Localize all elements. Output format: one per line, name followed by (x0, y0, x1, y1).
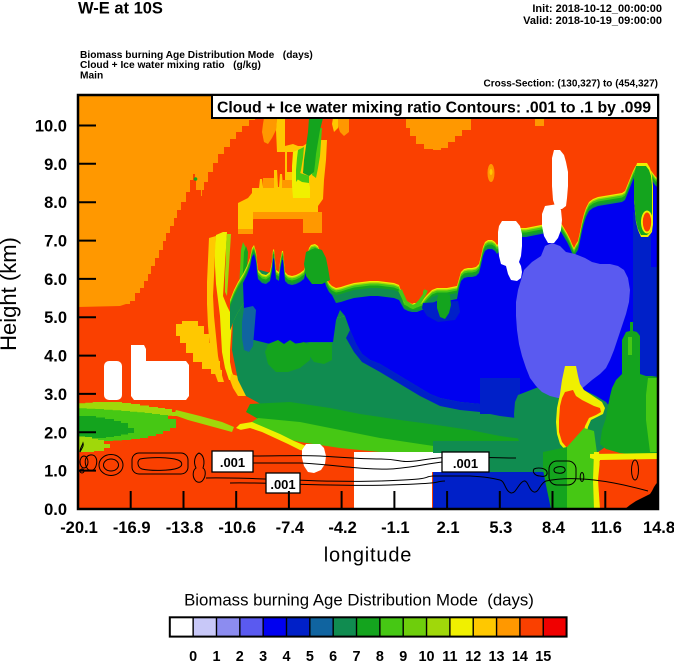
svg-text:Biomass burning Age Distributi: Biomass burning Age Distribution Mode (d… (184, 591, 534, 610)
svg-text:-20.1: -20.1 (60, 519, 98, 537)
svg-text:5: 5 (306, 649, 314, 665)
svg-text:15: 15 (535, 649, 551, 665)
svg-text:0.0: 0.0 (44, 501, 67, 519)
svg-text:11: 11 (442, 649, 457, 665)
svg-text:Init: 2018-10-12_00:00:00: Init: 2018-10-12_00:00:00 (532, 3, 662, 15)
svg-text:12: 12 (465, 649, 481, 665)
svg-text:.001: .001 (270, 477, 295, 492)
svg-text:7: 7 (353, 649, 361, 665)
svg-text:11.6: 11.6 (591, 519, 622, 537)
svg-text:8.4: 8.4 (542, 519, 566, 537)
svg-text:0: 0 (189, 649, 197, 665)
svg-text:4.0: 4.0 (44, 348, 67, 366)
svg-text:7.0: 7.0 (44, 233, 67, 251)
svg-text:6: 6 (329, 649, 337, 665)
svg-text:Biomass burning Age Distributi: Biomass burning Age Distribution Mode (d… (80, 50, 313, 61)
svg-text:2: 2 (236, 649, 244, 665)
svg-text:W-E at 10S: W-E at 10S (78, 0, 163, 18)
svg-text:14: 14 (512, 649, 528, 665)
svg-text:6.0: 6.0 (44, 271, 67, 289)
svg-text:-10.6: -10.6 (218, 519, 256, 537)
svg-text:Height (km): Height (km) (0, 237, 21, 351)
svg-text:-16.9: -16.9 (113, 519, 151, 537)
svg-text:Main: Main (80, 70, 103, 81)
svg-text:8: 8 (376, 649, 384, 665)
svg-text:1.0: 1.0 (44, 463, 67, 481)
svg-text:Cross-Section: (130,327) to (4: Cross-Section: (130,327) to (454,327) (483, 79, 658, 90)
svg-text:-1.1: -1.1 (381, 519, 409, 537)
svg-text:-7.4: -7.4 (276, 519, 305, 537)
svg-text:9: 9 (399, 649, 407, 665)
svg-text:Valid: 2018-10-19_09:00:00: Valid: 2018-10-19_09:00:00 (523, 15, 662, 27)
svg-text:5.0: 5.0 (44, 309, 67, 327)
svg-text:5.3: 5.3 (489, 519, 512, 537)
svg-text:-4.2: -4.2 (328, 519, 356, 537)
svg-text:longitude: longitude (324, 545, 412, 567)
svg-text:Cloud + Ice water mixing ratio: Cloud + Ice water mixing ratio Contours:… (217, 100, 651, 117)
svg-text:8.0: 8.0 (44, 194, 67, 212)
svg-text:Cloud + Ice water mixing ratio: Cloud + Ice water mixing ratio (g/kg) (80, 60, 261, 71)
svg-text:14.8: 14.8 (643, 519, 674, 537)
svg-text:3.0: 3.0 (44, 386, 67, 404)
svg-text:.001: .001 (220, 455, 245, 470)
svg-text:2.1: 2.1 (437, 519, 460, 537)
svg-text:10.0: 10.0 (35, 118, 67, 136)
svg-text:13: 13 (489, 649, 505, 665)
svg-text:9.0: 9.0 (44, 156, 67, 174)
svg-text:-13.8: -13.8 (166, 519, 204, 537)
svg-text:10: 10 (419, 649, 435, 665)
svg-text:2.0: 2.0 (44, 424, 67, 442)
svg-text:1: 1 (212, 649, 220, 665)
svg-text:.001: .001 (453, 456, 478, 471)
svg-text:4: 4 (282, 649, 290, 665)
svg-text:3: 3 (259, 649, 267, 665)
